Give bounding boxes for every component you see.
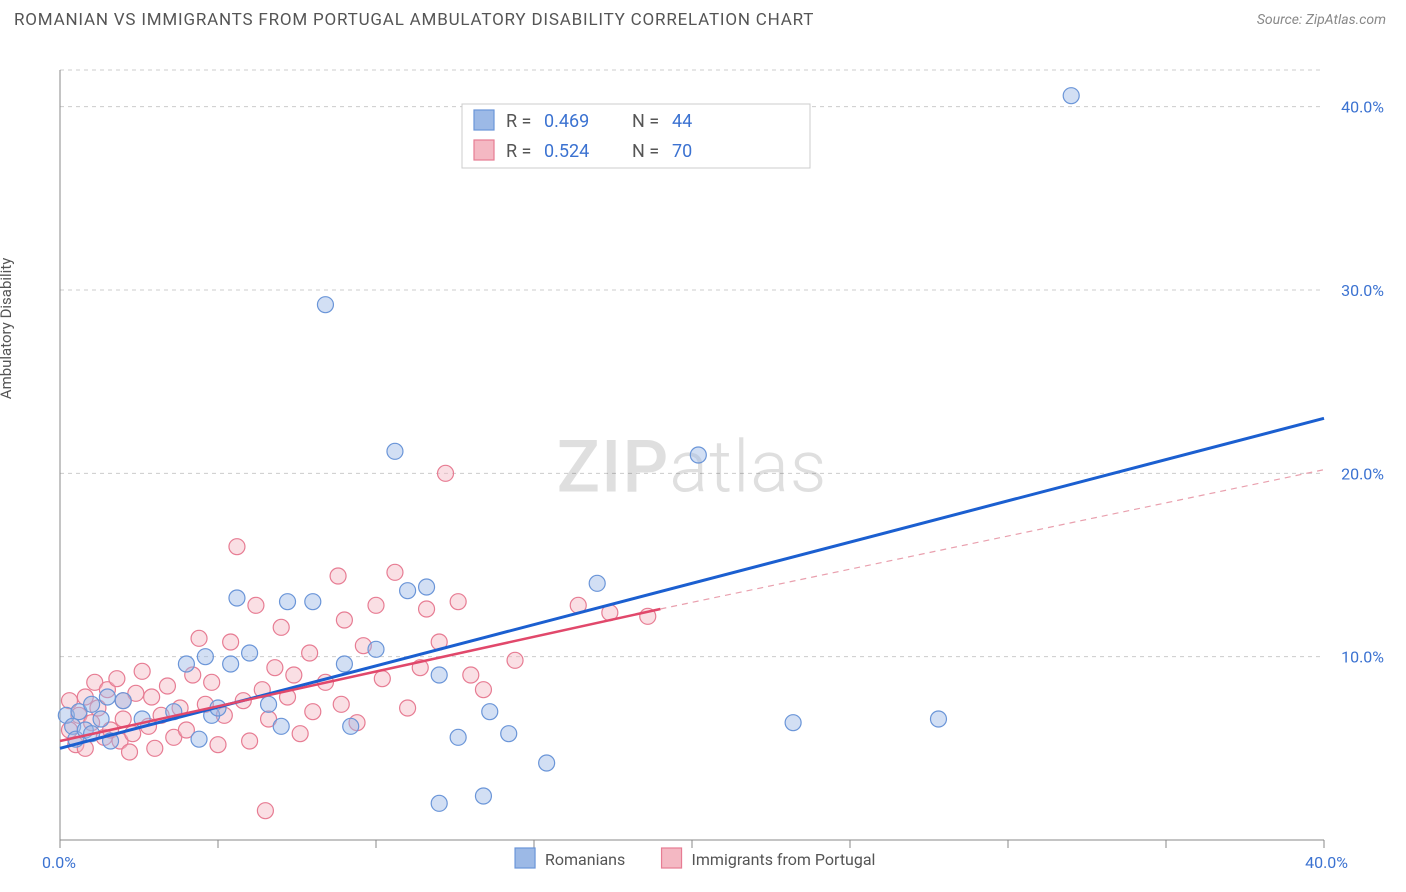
data-point-romanians (501, 726, 517, 742)
data-point-portugal (159, 678, 175, 694)
data-point-romanians (690, 447, 706, 463)
data-point-portugal (144, 689, 160, 705)
data-point-portugal (336, 612, 352, 628)
data-point-romanians (280, 594, 296, 610)
y-tick-label: 10.0% (1341, 648, 1384, 667)
data-point-romanians (115, 693, 131, 709)
data-point-portugal (204, 674, 220, 690)
header: ROMANIAN VS IMMIGRANTS FROM PORTUGAL AMB… (0, 0, 1406, 38)
data-point-portugal (267, 660, 283, 676)
data-point-portugal (368, 597, 384, 613)
data-point-romanians (431, 667, 447, 683)
data-point-portugal (147, 740, 163, 756)
data-point-portugal (475, 682, 491, 698)
data-point-portugal (305, 704, 321, 720)
legend-n-value: 44 (672, 111, 692, 132)
data-point-romanians (785, 715, 801, 731)
data-point-romanians (84, 696, 100, 712)
legend-r-value: 0.469 (544, 111, 589, 132)
data-point-romanians (93, 711, 109, 727)
data-point-romanians (317, 297, 333, 313)
data-point-romanians (431, 795, 447, 811)
data-point-portugal (292, 726, 308, 742)
data-point-romanians (305, 594, 321, 610)
data-point-portugal (333, 696, 349, 712)
legend-n-value: 70 (672, 141, 692, 162)
data-point-portugal (134, 663, 150, 679)
legend-swatch (515, 848, 535, 868)
data-point-portugal (374, 671, 390, 687)
data-point-romanians (197, 649, 213, 665)
scatter-chart: ZIPatlas 0.0% 40.0% 10.0% 20.0% 30.0% 40.0% R =… (14, 44, 1392, 878)
y-axis-label: Ambulatory Disability (0, 258, 15, 400)
legend-swatch (662, 848, 682, 868)
x-tick-label: 40.0% (1305, 853, 1348, 872)
data-point-portugal (242, 733, 258, 749)
data-point-portugal (450, 594, 466, 610)
y-tick-label: 20.0% (1341, 464, 1384, 483)
data-point-portugal (330, 568, 346, 584)
y-tick-label: 30.0% (1341, 281, 1384, 300)
data-point-portugal (229, 539, 245, 555)
legend-r-label: R = (506, 141, 531, 162)
data-point-romanians (191, 731, 207, 747)
data-point-portugal (223, 634, 239, 650)
data-point-romanians (589, 575, 605, 591)
data-point-romanians (539, 755, 555, 771)
legend-swatch (474, 140, 494, 160)
data-point-romanians (273, 718, 289, 734)
data-point-portugal (109, 671, 125, 687)
data-point-portugal (191, 630, 207, 646)
data-point-romanians (99, 689, 115, 705)
data-point-portugal (438, 465, 454, 481)
data-point-romanians (368, 641, 384, 657)
data-point-romanians (261, 696, 277, 712)
legend-series-label: Immigrants from Portugal (692, 850, 876, 869)
data-point-portugal (302, 645, 318, 661)
data-point-portugal (507, 652, 523, 668)
data-point-romanians (1063, 88, 1079, 104)
data-point-romanians (482, 704, 498, 720)
x-tick-label: 0.0% (42, 853, 76, 872)
data-point-romanians (387, 443, 403, 459)
data-point-portugal (210, 737, 226, 753)
data-point-romanians (475, 788, 491, 804)
chart-container: Ambulatory Disability ZIPatlas0.0%40.0%1… (14, 44, 1392, 878)
data-point-portugal (273, 619, 289, 635)
data-point-romanians (419, 579, 435, 595)
legend-series-label: Romanians (545, 850, 625, 869)
data-point-romanians (223, 656, 239, 672)
data-point-romanians (450, 729, 466, 745)
legend-n-label: N = (632, 111, 659, 132)
watermark: ZIPatlas (557, 425, 828, 510)
legend-r-label: R = (506, 111, 531, 132)
legend-r-value: 0.524 (544, 141, 589, 162)
data-point-portugal (122, 744, 138, 760)
legend-swatch (474, 110, 494, 130)
data-point-romanians (229, 590, 245, 606)
data-point-portugal (419, 601, 435, 617)
y-tick-label: 40.0% (1341, 98, 1384, 117)
data-point-portugal (248, 597, 264, 613)
data-point-romanians (178, 656, 194, 672)
data-point-portugal (387, 564, 403, 580)
chart-title: ROMANIAN VS IMMIGRANTS FROM PORTUGAL AMB… (14, 10, 814, 30)
data-point-portugal (257, 803, 273, 819)
data-point-romanians (336, 656, 352, 672)
data-point-portugal (400, 700, 416, 716)
data-point-portugal (463, 667, 479, 683)
legend-n-label: N = (632, 141, 659, 162)
data-point-portugal (286, 667, 302, 683)
data-point-romanians (930, 711, 946, 727)
source-attribution: Source: ZipAtlas.com (1257, 12, 1386, 28)
data-point-romanians (242, 645, 258, 661)
data-point-romanians (343, 718, 359, 734)
data-point-romanians (400, 583, 416, 599)
